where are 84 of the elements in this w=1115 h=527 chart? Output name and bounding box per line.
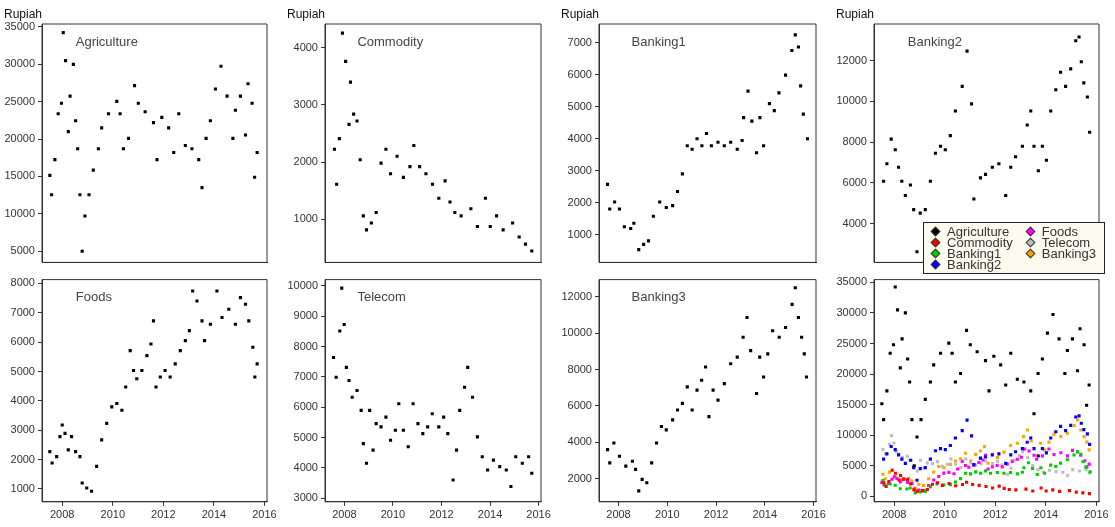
y-tick-label: 6000 bbox=[567, 398, 592, 411]
y-axis-title: Rupiah bbox=[287, 7, 326, 22]
y-tick-label: 8000 bbox=[567, 362, 592, 375]
x-tick-label: 2010 bbox=[380, 508, 406, 521]
y-tick-label: 7000 bbox=[567, 35, 592, 48]
y-tick-label: 15000 bbox=[4, 169, 35, 182]
y-tick-label: 25000 bbox=[836, 336, 867, 349]
y-tick-label: 8000 bbox=[10, 276, 35, 289]
x-tick-label: 2012 bbox=[429, 508, 454, 521]
x-tick-label: 2016 bbox=[801, 508, 826, 521]
y-tick-label: 4000 bbox=[567, 435, 592, 448]
y-tick-label: 2000 bbox=[10, 452, 35, 465]
y-tick-label: 20000 bbox=[836, 367, 867, 380]
y-tick-label: 12000 bbox=[561, 289, 592, 302]
text: Banking3 bbox=[631, 289, 686, 305]
text: Agriculture bbox=[75, 33, 138, 49]
y-tick-label: 12000 bbox=[836, 53, 867, 66]
x-tick-label: 2008 bbox=[49, 508, 75, 521]
y-tick-label: 4000 bbox=[293, 40, 318, 53]
y-tick-label: 4000 bbox=[293, 460, 318, 473]
y-tick-label: 3000 bbox=[293, 491, 318, 504]
y-tick-label: 6000 bbox=[842, 175, 867, 188]
x-tick-label: 2012 bbox=[703, 508, 729, 521]
y-tick-label: 4000 bbox=[10, 393, 35, 406]
y-tick-label: 4000 bbox=[567, 131, 592, 144]
y-tick-label: 30000 bbox=[836, 305, 867, 318]
y-tick-label: 8000 bbox=[293, 339, 318, 352]
x-tick-label: 2016 bbox=[252, 508, 277, 521]
y-tick-label: 35000 bbox=[836, 275, 867, 288]
x-tick-label: 2010 bbox=[932, 508, 958, 521]
x-tick-label: 2010 bbox=[100, 508, 126, 521]
y-tick-label: 30000 bbox=[4, 57, 35, 70]
x-tick-label: 2008 bbox=[332, 508, 357, 521]
x-tick-label: 2014 bbox=[752, 508, 778, 521]
x-tick-label: 2010 bbox=[655, 508, 680, 521]
y-tick-label: 5000 bbox=[567, 99, 592, 112]
text: Foods bbox=[75, 289, 113, 305]
x-tick-label: 2016 bbox=[526, 508, 551, 521]
y-tick-label: 5000 bbox=[842, 458, 867, 471]
y-tick-label: 10000 bbox=[836, 94, 867, 107]
y-tick-label: 6000 bbox=[293, 400, 318, 413]
y-tick-label: 5000 bbox=[10, 244, 35, 257]
x-tick-label: 2014 bbox=[201, 508, 227, 521]
y-tick-label: 4000 bbox=[842, 216, 867, 229]
y-tick-label: 2000 bbox=[293, 155, 318, 168]
y-axis-title: Rupiah bbox=[561, 7, 600, 22]
x-tick-label: 2014 bbox=[1033, 508, 1059, 521]
y-tick-label: 3000 bbox=[293, 98, 318, 111]
y-tick-label: 2000 bbox=[567, 471, 592, 484]
y-tick-label: 2000 bbox=[567, 195, 592, 208]
y-tick-label: 3000 bbox=[567, 163, 592, 176]
text: Telecom bbox=[357, 289, 406, 305]
x-tick-label: 2008 bbox=[606, 508, 631, 521]
text: Commodity bbox=[357, 33, 424, 49]
y-tick-label: 10000 bbox=[836, 428, 867, 441]
y-tick-label: 10000 bbox=[561, 326, 592, 339]
x-tick-label: 2008 bbox=[881, 508, 907, 521]
y-axis-title: Rupiah bbox=[836, 7, 875, 22]
y-axis-title: Rupiah bbox=[4, 7, 43, 22]
y-tick-label: 10000 bbox=[4, 206, 35, 219]
y-tick-label: 9000 bbox=[293, 309, 318, 322]
y-tick-label: 6000 bbox=[567, 67, 592, 80]
y-tick-label: 7000 bbox=[10, 305, 35, 318]
y-tick-label: 8000 bbox=[842, 135, 867, 148]
y-tick-label: 15000 bbox=[836, 397, 867, 410]
y-tick-label: 6000 bbox=[10, 335, 35, 348]
text: Banking2 bbox=[907, 33, 962, 49]
y-tick-label: 35000 bbox=[4, 20, 35, 33]
y-tick-label: 1000 bbox=[567, 227, 592, 240]
x-tick-label: 2012 bbox=[983, 508, 1008, 521]
y-tick-label: 25000 bbox=[4, 94, 35, 107]
y-tick-label: 20000 bbox=[4, 132, 35, 145]
y-tick-label: 0 bbox=[860, 489, 867, 502]
text: Banking1 bbox=[631, 33, 686, 49]
y-tick-label: 1000 bbox=[293, 212, 318, 225]
y-tick-label: 10000 bbox=[287, 279, 318, 291]
y-tick-label: 1000 bbox=[10, 481, 35, 494]
x-tick-label: 2016 bbox=[1084, 508, 1109, 521]
y-tick-label: 5000 bbox=[293, 430, 318, 443]
x-tick-label: 2012 bbox=[151, 508, 176, 521]
y-tick-label: 5000 bbox=[10, 364, 35, 377]
y-tick-label: 7000 bbox=[293, 369, 318, 382]
x-tick-label: 2014 bbox=[477, 508, 503, 521]
y-tick-label: 3000 bbox=[10, 423, 35, 436]
